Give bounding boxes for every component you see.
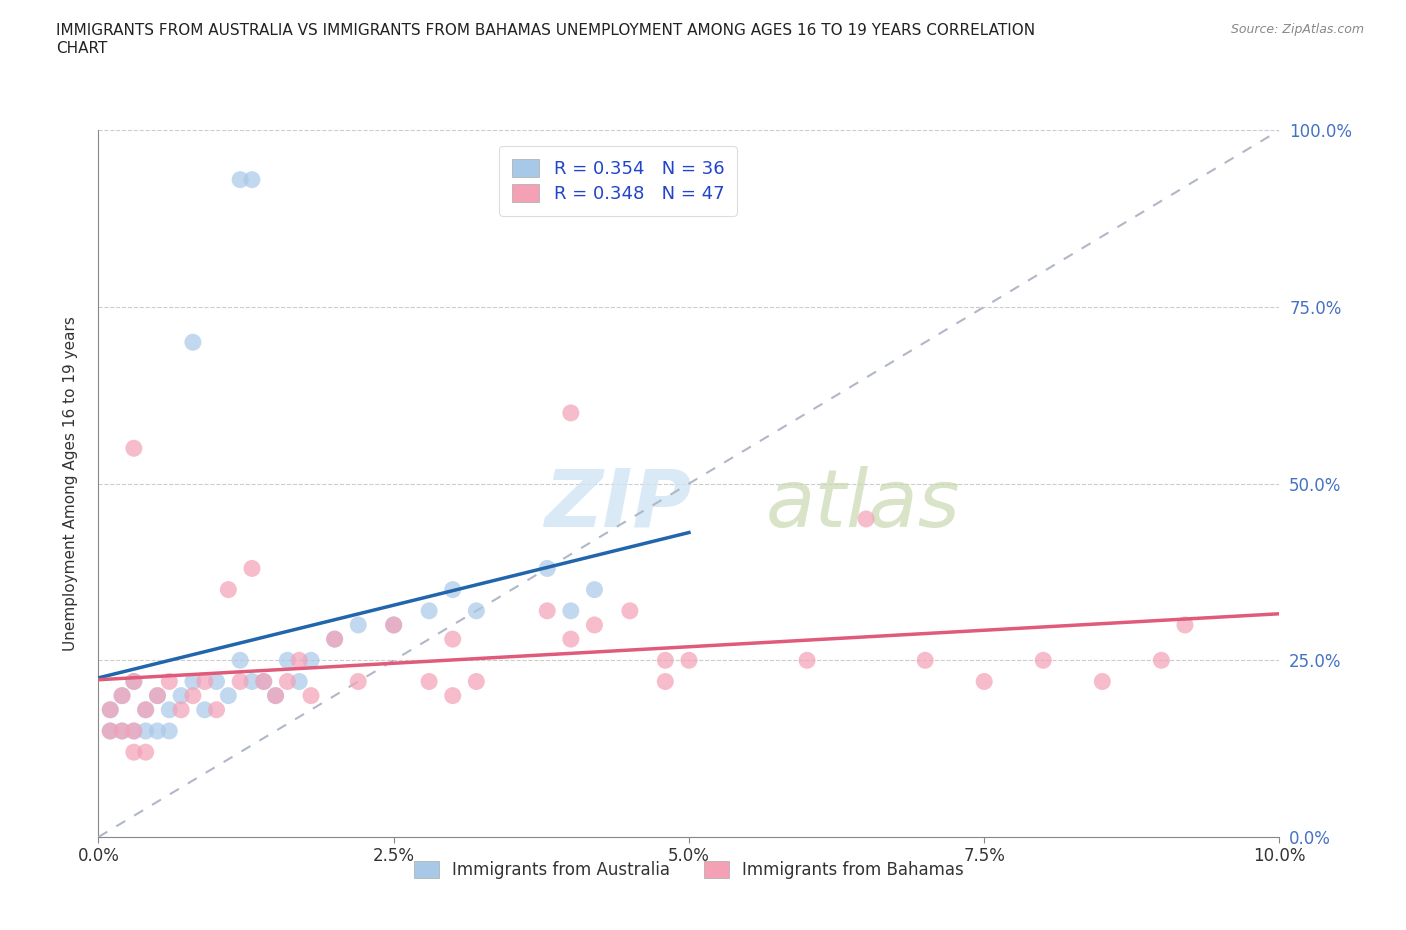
Point xyxy=(253,674,276,689)
Point xyxy=(264,688,287,703)
Point xyxy=(240,561,263,576)
Point xyxy=(654,674,676,689)
Point xyxy=(122,441,145,456)
Point xyxy=(146,724,169,738)
Point xyxy=(135,702,157,717)
Point xyxy=(111,688,134,703)
Point xyxy=(276,674,298,689)
Point xyxy=(135,745,157,760)
Point xyxy=(418,674,440,689)
Text: ZIP: ZIP xyxy=(544,466,692,544)
Point xyxy=(299,688,322,703)
Point xyxy=(1150,653,1173,668)
Point xyxy=(654,653,676,668)
Point xyxy=(441,631,464,646)
Point xyxy=(253,674,276,689)
Point xyxy=(264,688,287,703)
Point xyxy=(288,674,311,689)
Point xyxy=(205,674,228,689)
Point xyxy=(347,674,370,689)
Point xyxy=(382,618,405,632)
Point xyxy=(194,674,217,689)
Point xyxy=(111,724,134,738)
Point xyxy=(98,724,121,738)
Point xyxy=(146,688,169,703)
Point xyxy=(914,653,936,668)
Point xyxy=(205,702,228,717)
Point xyxy=(181,674,204,689)
Point xyxy=(619,604,641,618)
Point xyxy=(583,582,606,597)
Point xyxy=(111,724,134,738)
Point xyxy=(441,688,464,703)
Legend: Immigrants from Australia, Immigrants from Bahamas: Immigrants from Australia, Immigrants fr… xyxy=(401,847,977,892)
Point xyxy=(229,674,252,689)
Point xyxy=(122,745,145,760)
Point xyxy=(347,618,370,632)
Point xyxy=(276,653,298,668)
Point xyxy=(560,604,582,618)
Point xyxy=(1174,618,1197,632)
Point xyxy=(157,702,180,717)
Point xyxy=(299,653,322,668)
Point xyxy=(111,688,134,703)
Point xyxy=(796,653,818,668)
Point xyxy=(560,631,582,646)
Point xyxy=(146,688,169,703)
Point xyxy=(229,172,252,187)
Point xyxy=(217,688,239,703)
Point xyxy=(323,631,346,646)
Point xyxy=(170,702,193,717)
Point xyxy=(583,618,606,632)
Point xyxy=(122,674,145,689)
Point xyxy=(678,653,700,668)
Point xyxy=(229,653,252,668)
Point xyxy=(441,582,464,597)
Point xyxy=(855,512,877,526)
Point xyxy=(98,702,121,717)
Point xyxy=(135,702,157,717)
Point xyxy=(170,688,193,703)
Point xyxy=(288,653,311,668)
Point xyxy=(181,335,204,350)
Point xyxy=(1091,674,1114,689)
Point xyxy=(181,688,204,703)
Point xyxy=(536,604,558,618)
Point xyxy=(465,674,488,689)
Point xyxy=(122,724,145,738)
Point xyxy=(194,702,217,717)
Point xyxy=(973,674,995,689)
Text: atlas: atlas xyxy=(766,466,960,544)
Point xyxy=(98,702,121,717)
Point xyxy=(240,172,263,187)
Point xyxy=(1032,653,1054,668)
Point xyxy=(217,582,239,597)
Point xyxy=(465,604,488,618)
Y-axis label: Unemployment Among Ages 16 to 19 years: Unemployment Among Ages 16 to 19 years xyxy=(63,316,77,651)
Point xyxy=(536,561,558,576)
Point xyxy=(157,674,180,689)
Text: Source: ZipAtlas.com: Source: ZipAtlas.com xyxy=(1230,23,1364,36)
Point xyxy=(323,631,346,646)
Point xyxy=(240,674,263,689)
Point xyxy=(122,724,145,738)
Point xyxy=(560,405,582,420)
Point xyxy=(135,724,157,738)
Text: IMMIGRANTS FROM AUSTRALIA VS IMMIGRANTS FROM BAHAMAS UNEMPLOYMENT AMONG AGES 16 : IMMIGRANTS FROM AUSTRALIA VS IMMIGRANTS … xyxy=(56,23,1035,56)
Point xyxy=(382,618,405,632)
Point xyxy=(418,604,440,618)
Point xyxy=(98,724,121,738)
Point xyxy=(122,674,145,689)
Point xyxy=(157,724,180,738)
